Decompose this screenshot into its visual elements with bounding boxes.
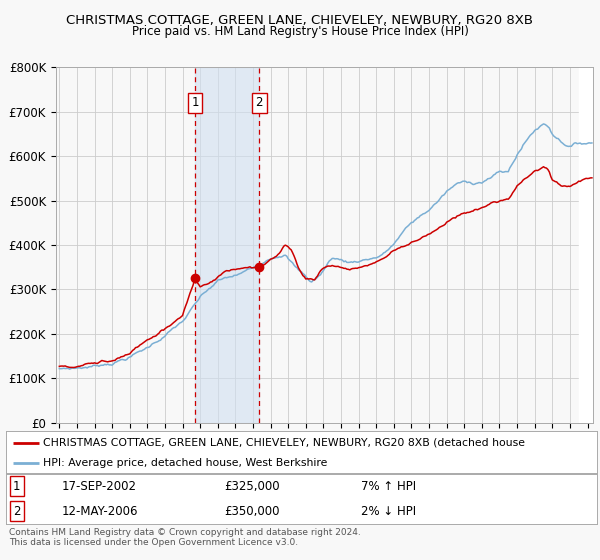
Text: CHRISTMAS COTTAGE, GREEN LANE, CHIEVELEY, NEWBURY, RG20 8XB: CHRISTMAS COTTAGE, GREEN LANE, CHIEVELEY… — [67, 14, 533, 27]
Text: Contains HM Land Registry data © Crown copyright and database right 2024.
This d: Contains HM Land Registry data © Crown c… — [9, 528, 361, 547]
Text: 12-MAY-2006: 12-MAY-2006 — [62, 505, 139, 518]
Text: £350,000: £350,000 — [224, 505, 280, 518]
Bar — [195, 67, 259, 423]
Text: 2: 2 — [256, 96, 263, 109]
Text: 2: 2 — [13, 505, 20, 518]
Bar — [579, 67, 593, 423]
Text: 7% ↑ HPI: 7% ↑ HPI — [361, 480, 416, 493]
Text: 2% ↓ HPI: 2% ↓ HPI — [361, 505, 416, 518]
Bar — [579, 67, 593, 423]
Text: 1: 1 — [191, 96, 199, 109]
Text: HPI: Average price, detached house, West Berkshire: HPI: Average price, detached house, West… — [43, 458, 327, 468]
Text: CHRISTMAS COTTAGE, GREEN LANE, CHIEVELEY, NEWBURY, RG20 8XB (detached house: CHRISTMAS COTTAGE, GREEN LANE, CHIEVELEY… — [43, 438, 524, 448]
Text: 1: 1 — [13, 480, 20, 493]
Text: 17-SEP-2002: 17-SEP-2002 — [62, 480, 137, 493]
Text: £325,000: £325,000 — [224, 480, 280, 493]
Text: Price paid vs. HM Land Registry's House Price Index (HPI): Price paid vs. HM Land Registry's House … — [131, 25, 469, 38]
